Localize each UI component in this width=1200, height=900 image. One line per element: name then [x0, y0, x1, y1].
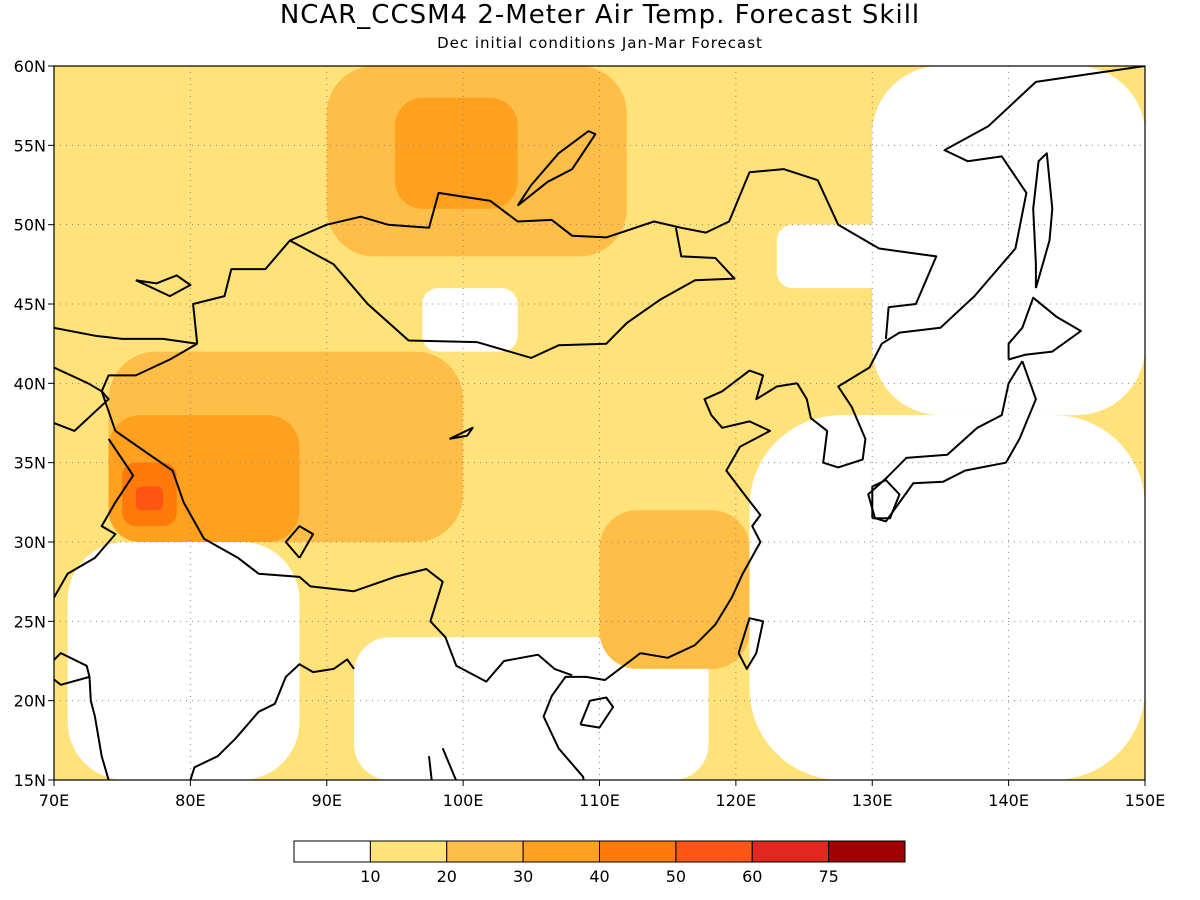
- colorbar-label: 30: [513, 867, 533, 886]
- coastlines: [54, 66, 1145, 780]
- x-tick-label: 70E: [39, 791, 69, 810]
- y-tick-label: 45N: [14, 295, 46, 314]
- coastline-segment: [54, 652, 91, 686]
- x-tick-label: 130E: [852, 791, 893, 810]
- coastline-segment: [189, 658, 355, 780]
- y-axis: 60N 55N 50N 45N 40N 35N 30N 25N 20N 15N: [14, 57, 54, 790]
- y-tick-label: 55N: [14, 136, 46, 155]
- skill-region-kashmir-core: [135, 486, 164, 511]
- coastline-segment: [135, 274, 192, 298]
- coastline-segment: [1032, 152, 1054, 289]
- y-tick-label: 50N: [14, 216, 46, 235]
- coastline-segment: [88, 676, 110, 780]
- grid-lines: [54, 66, 1145, 780]
- coastline-segment: [441, 747, 458, 780]
- y-tick-label: 30N: [14, 533, 46, 552]
- map-subtitle: Dec initial conditions Jan-Mar Forecast: [437, 34, 763, 52]
- x-tick-label: 140E: [988, 791, 1029, 810]
- coastline-segment: [449, 426, 474, 440]
- skill-region-ne-white: [776, 224, 900, 289]
- coastline-segment: [54, 438, 135, 598]
- y-tick-label: 25N: [14, 612, 46, 631]
- coastline-segment: [579, 696, 615, 729]
- skill-region-india-white: [67, 542, 300, 780]
- x-tick-label: 100E: [443, 791, 484, 810]
- skill-region-gobi-white: [422, 288, 518, 352]
- x-tick-label: 150E: [1125, 791, 1166, 810]
- coastline-segment: [516, 130, 597, 207]
- y-tick-label: 15N: [14, 771, 46, 790]
- coastline-segment: [54, 326, 198, 345]
- y-tick-label: 40N: [14, 374, 46, 393]
- x-tick-label: 80E: [175, 791, 205, 810]
- y-tick-label: 60N: [14, 57, 46, 76]
- x-axis: 70E 80E 90E 100E 110E 120E 130E 140E 150E: [39, 780, 1166, 810]
- coastline-segment: [542, 652, 642, 780]
- skill-region-se-china-orange: [599, 510, 750, 669]
- coastline-segment: [114, 430, 573, 683]
- colorbar-swatch: [751, 840, 830, 863]
- x-tick-label: 90E: [312, 791, 342, 810]
- skill-region-siberia-core: [394, 97, 518, 209]
- colorbar-swatch: [675, 840, 753, 863]
- colorbar-swatch: [369, 840, 448, 863]
- coastline-segment: [871, 479, 901, 520]
- colorbar-label: 75: [818, 867, 838, 886]
- map-title: NCAR_CCSM4 2-Meter Air Temp. Forecast Sk…: [279, 0, 921, 30]
- colorbar-swatch: [293, 840, 371, 863]
- coastline-segment: [428, 756, 439, 780]
- colorbar-swatch: [522, 840, 600, 863]
- coastline-segment: [284, 525, 315, 559]
- y-tick-label: 20N: [14, 692, 46, 711]
- coastline-segment: [289, 227, 736, 359]
- coastline-segment: [100, 342, 198, 432]
- colorbar-label: 40: [589, 867, 609, 886]
- coastline-segment: [1007, 296, 1082, 361]
- skill-region-sea-white: [749, 415, 1145, 780]
- colorbar: 10 20 30 40 50 60 75: [293, 840, 906, 886]
- x-tick-label: 120E: [716, 791, 757, 810]
- colorbar-swatch: [828, 840, 906, 863]
- colorbar-label: 50: [666, 867, 686, 886]
- coastline-segment: [192, 168, 938, 344]
- x-tick-label: 110E: [579, 791, 620, 810]
- coastline-segment: [867, 360, 1037, 523]
- colorbar-swatch: [446, 840, 524, 863]
- coastline-segment: [737, 617, 765, 670]
- skill-region-south-white: [354, 637, 709, 780]
- colorbar-label: 20: [437, 867, 457, 886]
- y-tick-label: 35N: [14, 454, 46, 473]
- colorbar-label: 10: [360, 867, 380, 886]
- coastline-segment: [54, 366, 110, 432]
- colorbar-swatch: [599, 840, 677, 863]
- colorbar-label: 60: [742, 867, 762, 886]
- coastline-segment: [796, 66, 1145, 469]
- coastline-segment: [640, 369, 798, 659]
